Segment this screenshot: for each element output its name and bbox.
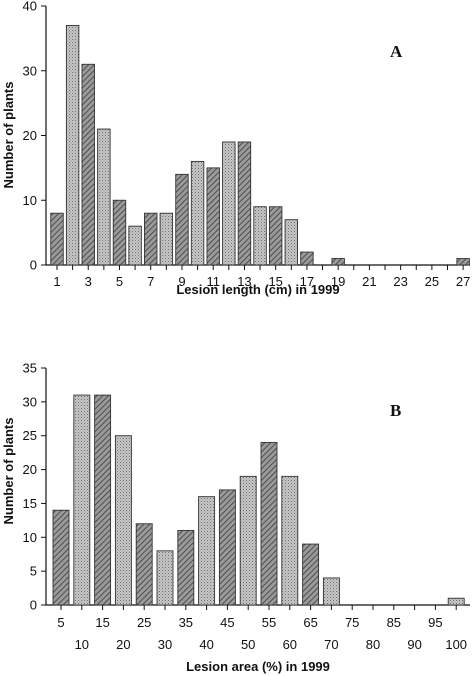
panel-b-y-tick-label: 5: [30, 564, 37, 579]
panel-b-y-tick-label: 20: [23, 462, 37, 477]
panel-a-y-tick-label: 0: [30, 258, 37, 273]
panel-b-bar: [281, 475, 299, 606]
panel-b-bar: [302, 543, 320, 606]
panel-b-x-tick-label: 90: [407, 637, 421, 652]
chart-panel-b: B Number of plants Lesion area (%) in 19…: [1, 361, 470, 674]
panel-a-x-tick-label: 21: [362, 274, 376, 289]
panel-a-bar: [284, 219, 298, 266]
panel-b-bar: [73, 394, 91, 606]
panel-b-bar: [198, 496, 216, 606]
panel-a-y-tick-label: 30: [23, 63, 37, 78]
panel-a-bar: [222, 141, 236, 266]
panel-b-bar: [322, 577, 340, 606]
panel-a-x-tick-label: 23: [393, 274, 407, 289]
panel-a-x-tick-label: 27: [456, 274, 470, 289]
panel-a-x-tick-label: 7: [147, 274, 154, 289]
panel-b-bar: [239, 475, 257, 606]
panel-a-label: A: [390, 42, 403, 61]
panel-a-bar: [331, 258, 345, 266]
panel-a-bar: [112, 199, 127, 266]
panel-b-x-tick-label: 5: [57, 615, 64, 630]
panel-b-y-tick-label: 35: [23, 361, 37, 376]
panel-a-x-tick-label: 15: [268, 274, 282, 289]
panel-b-x-tick-label: 40: [199, 637, 213, 652]
panel-a-bar: [456, 258, 470, 266]
panel-a-y-tick-label: 40: [23, 0, 37, 14]
panel-a-x-tick-label: 25: [425, 274, 439, 289]
panel-a-bar: [190, 160, 205, 266]
panel-b-y-tick-label: 30: [23, 394, 37, 409]
panel-a-bar: [268, 206, 283, 266]
panel-b-x-tick-label: 25: [137, 615, 151, 630]
panel-b-x-tick-label: 95: [428, 615, 442, 630]
panel-a-bar: [81, 63, 95, 266]
panel-b-x-tick-label: 100: [445, 637, 467, 652]
panel-a-x-tick-label: 9: [178, 274, 185, 289]
panel-a-y-tick-label: 10: [23, 193, 37, 208]
panel-a-bar: [253, 206, 267, 266]
panel-a-bar: [144, 212, 158, 266]
panel-b-x-tick-label: 45: [220, 615, 234, 630]
panel-b-y-tick-label: 15: [23, 496, 37, 511]
panel-b-bar: [218, 489, 236, 606]
panel-b-bar: [135, 523, 153, 606]
panel-a-bar: [159, 212, 174, 266]
panel-a-bar: [50, 212, 64, 266]
panel-a-x-tick-label: 17: [300, 274, 314, 289]
panel-a-x-tick-label: 13: [237, 274, 251, 289]
panel-a-y-tick-label: 20: [23, 128, 37, 143]
panel-b-x-tick-label: 30: [158, 637, 172, 652]
panel-b-bar: [177, 530, 195, 606]
panel-b-x-axis-title: Lesion area (%) in 1999: [186, 659, 330, 674]
panel-a-bar: [206, 167, 220, 266]
panel-b-bar: [260, 442, 278, 606]
panel-a-x-tick-label: 1: [53, 274, 60, 289]
panel-a-bar: [97, 128, 111, 266]
panel-b-x-tick-label: 50: [241, 637, 255, 652]
panel-a-bar: [300, 251, 314, 266]
panel-b-x-tick-label: 55: [262, 615, 276, 630]
panel-b-bar: [52, 509, 70, 606]
chart-panel-a: A Number of plants Lesion length (cm) in…: [1, 0, 470, 297]
panel-b-x-tick-label: 10: [75, 637, 89, 652]
panel-a-x-axis-title: Lesion length (cm) in 1999: [176, 282, 339, 297]
panel-b-bar: [94, 394, 112, 606]
panel-b-y-tick-label: 0: [30, 598, 37, 613]
panel-b-x-tick-label: 60: [283, 637, 297, 652]
panel-a-x-tick-label: 11: [206, 274, 220, 289]
panel-b-x-tick-label: 65: [303, 615, 317, 630]
panel-b-label: B: [390, 401, 401, 420]
panel-a-bar: [175, 173, 189, 266]
panel-b-x-tick-label: 70: [324, 637, 338, 652]
panel-b-y-tick-label: 25: [23, 428, 37, 443]
panel-b-x-tick-label: 85: [387, 615, 401, 630]
panel-a-x-tick-label: 3: [85, 274, 92, 289]
panel-a-x-tick-label: 19: [331, 274, 345, 289]
panel-b-bar: [156, 550, 174, 606]
panel-a-x-tick-label: 5: [116, 274, 123, 289]
panel-a-bar: [65, 24, 80, 266]
panel-b-x-tick-label: 20: [116, 637, 130, 652]
panel-a-bar: [237, 141, 252, 266]
panel-b-bar: [447, 597, 465, 606]
panel-a-y-axis-title: Number of plants: [1, 82, 16, 189]
panel-b-y-tick-label: 10: [23, 530, 37, 545]
panel-b-bar: [114, 435, 132, 606]
panel-b-x-tick-label: 15: [95, 615, 109, 630]
panel-b-x-tick-label: 75: [345, 615, 359, 630]
panel-b-x-tick-label: 80: [366, 637, 380, 652]
panel-b-y-axis-title: Number of plants: [1, 418, 16, 525]
panel-b-x-tick-label: 35: [179, 615, 193, 630]
panel-a-bar: [128, 225, 142, 266]
